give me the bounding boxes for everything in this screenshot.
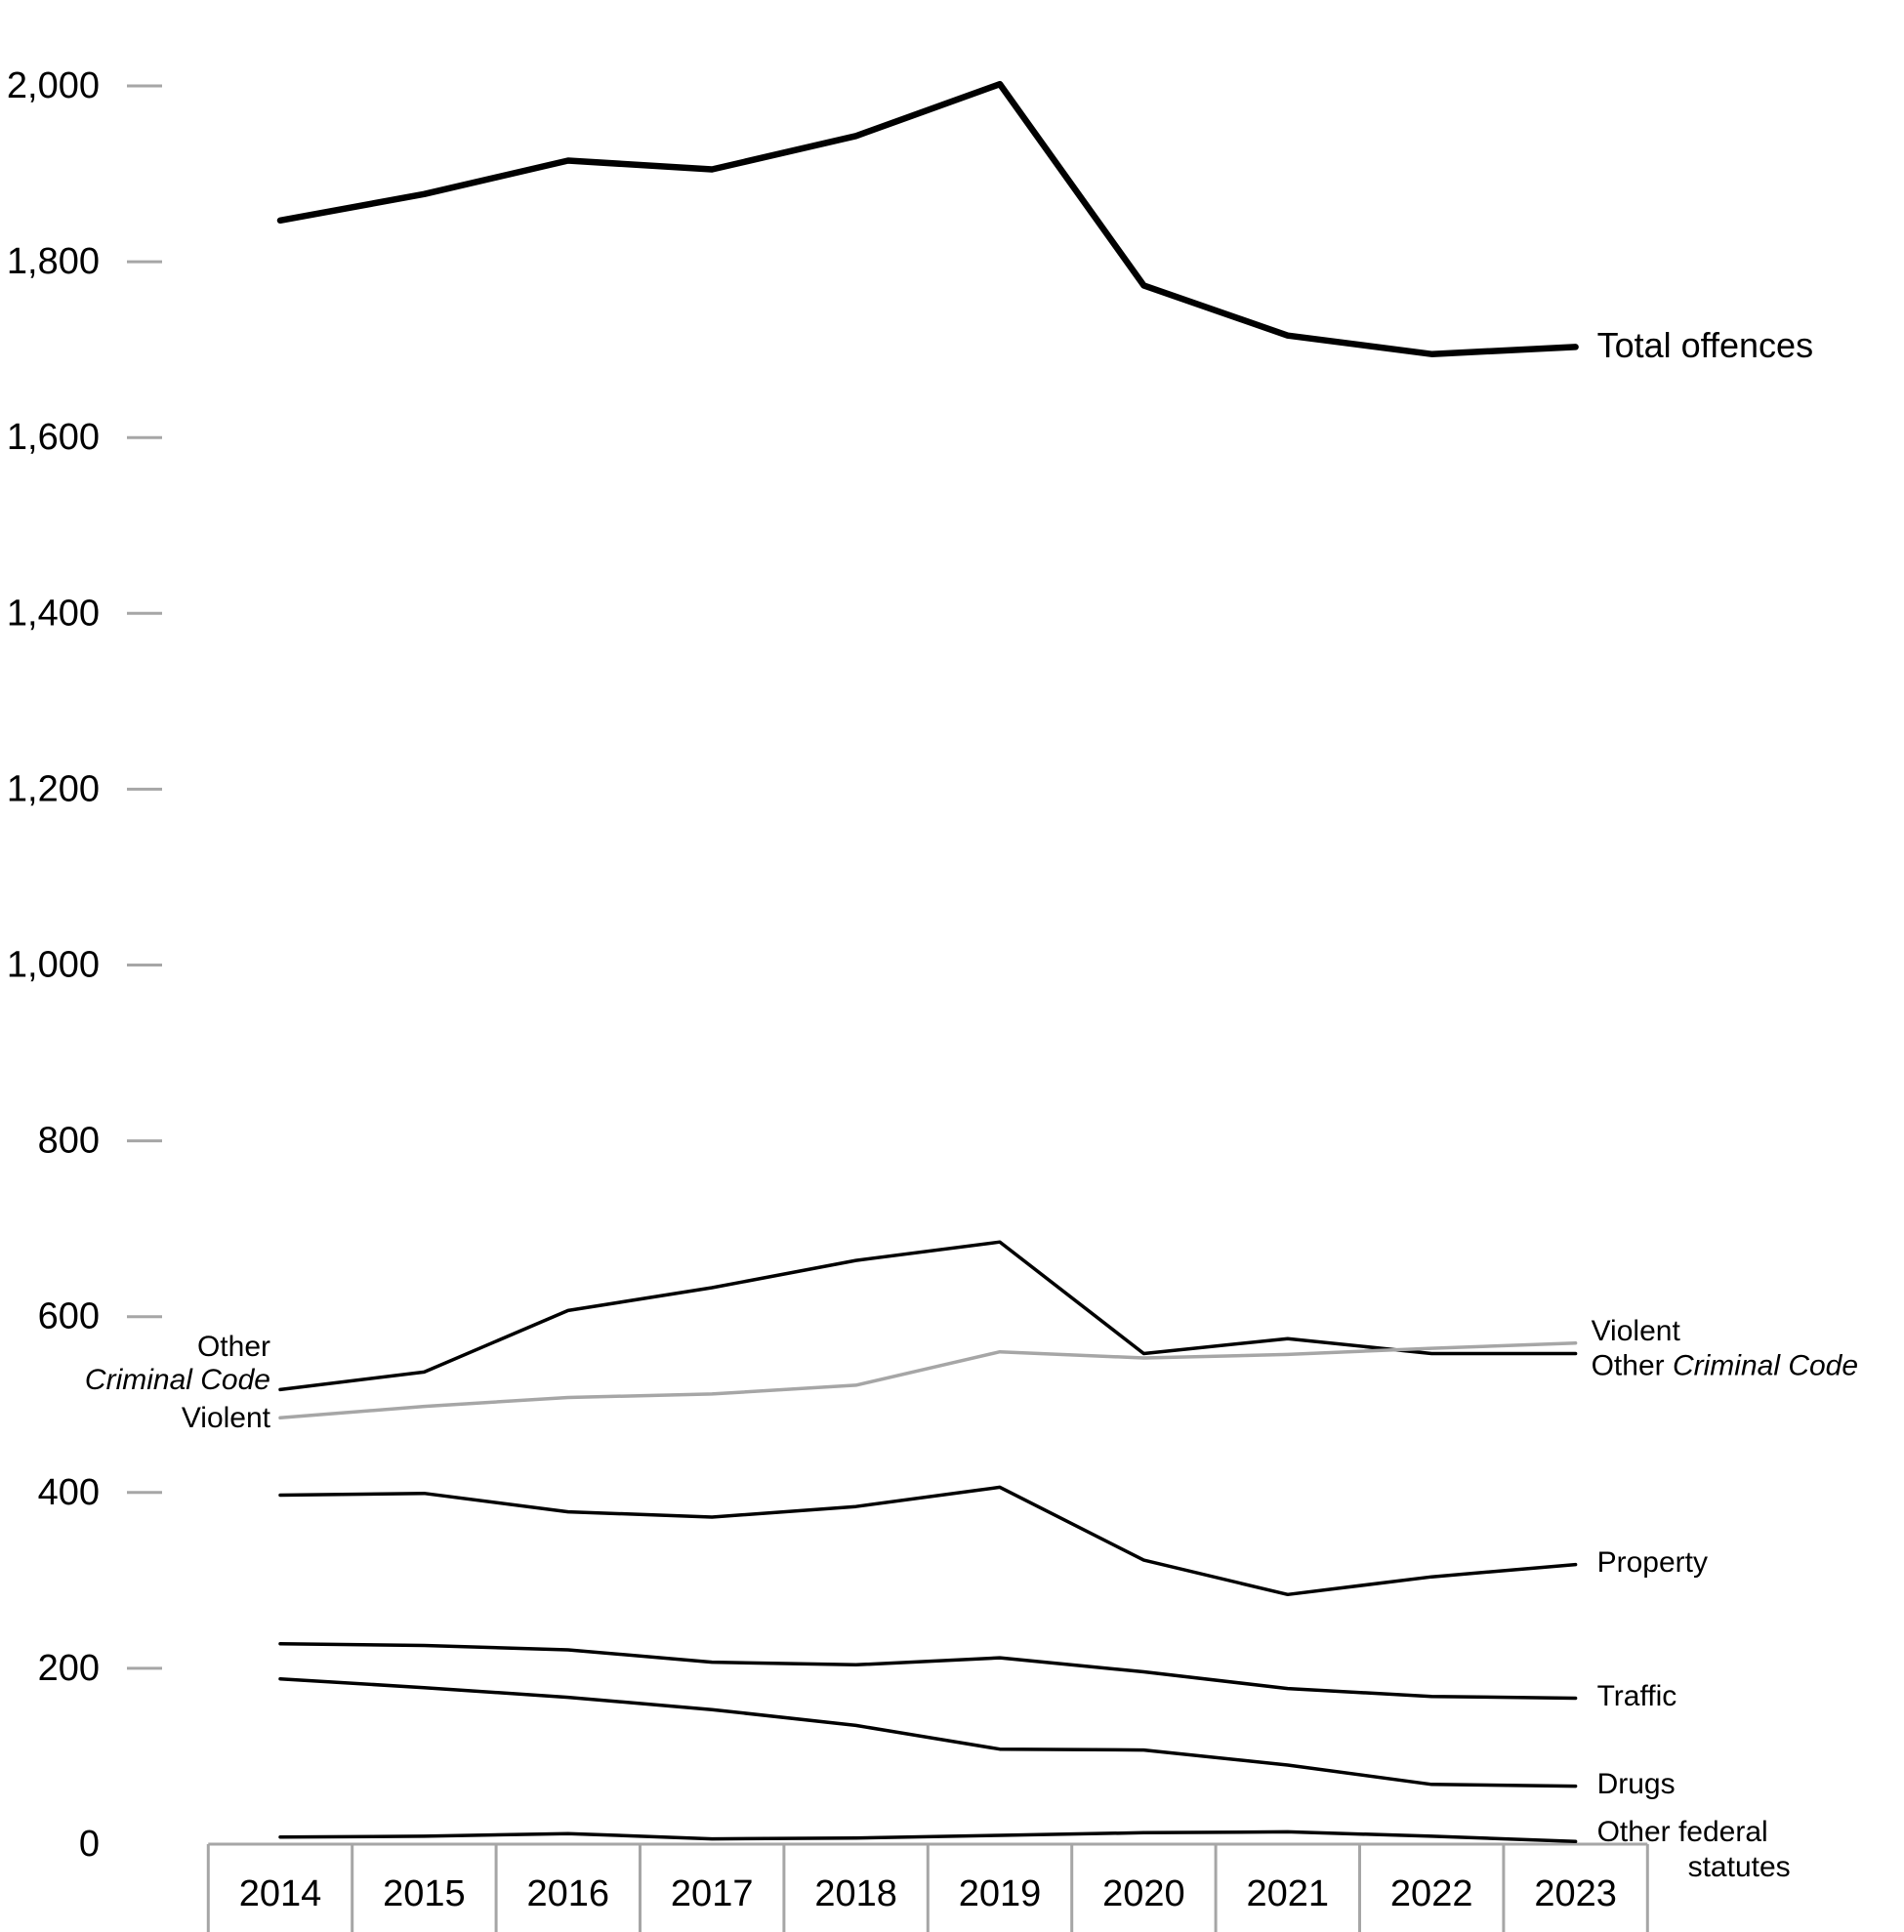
y-tick-label: 0 (79, 1824, 100, 1865)
series-line-drugs (278, 1676, 1578, 1788)
y-tick-label: 1,400 (7, 593, 100, 634)
series-end-label-total: Total offences (1597, 325, 1813, 365)
series-line-property (278, 1485, 1578, 1597)
series-end-label-drugs: Drugs (1597, 1768, 1676, 1800)
x-tick-label: 2019 (959, 1873, 1042, 1914)
x-tick-label: 2015 (383, 1873, 466, 1914)
y-tick-label: 2,000 (7, 65, 100, 106)
series-line-other-criminal-code (278, 1240, 1578, 1392)
x-tick-label: 2016 (527, 1873, 610, 1914)
series-end-label-other-criminal-code: Other Criminal Code (1592, 1349, 1858, 1381)
series-line-total (276, 80, 1579, 357)
series-end-label-other-federal-statutes: Other federal (1597, 1816, 1768, 1848)
series-line-violent (278, 1340, 1578, 1420)
x-tick-label: 2018 (814, 1873, 897, 1914)
y-tick-label: 1,000 (7, 945, 100, 986)
series-start-label-violent: Violent (182, 1402, 271, 1434)
series-end-label-property: Property (1597, 1546, 1708, 1579)
x-tick-label: 2023 (1534, 1873, 1617, 1914)
x-tick-label: 2021 (1247, 1873, 1330, 1914)
y-tick-label: 400 (38, 1472, 100, 1513)
series-line-traffic (278, 1641, 1578, 1701)
y-tick-label: 800 (38, 1121, 100, 1162)
y-tick-label: 1,200 (7, 768, 100, 809)
y-tick-label: 600 (38, 1296, 100, 1337)
series-start-label-other-criminal-code-italic: Criminal Code (85, 1364, 270, 1396)
y-tick-label: 1,800 (7, 241, 100, 282)
y-tick-label: 1,600 (7, 417, 100, 458)
x-tick-label: 2020 (1102, 1873, 1185, 1914)
x-tick-label: 2022 (1390, 1873, 1473, 1914)
series-lines (276, 80, 1579, 1844)
y-tick-label: 200 (38, 1648, 100, 1689)
series-start-label-other-criminal-code: Other (197, 1331, 270, 1363)
series-end-label-violent: Violent (1592, 1315, 1681, 1347)
y-axis: 0 200 400 600 800 1,000 1,200 1,400 1,600 1,800 2,… (7, 65, 162, 1865)
x-tick-label: 2014 (239, 1873, 322, 1914)
series-line-other-federal-statutes (278, 1829, 1578, 1844)
x-axis: 2014 2015 2016 2017 2018 2019 2020 2021 2022 2023 (206, 1842, 1649, 1932)
series-end-label-other-federal-statutes-line2: statutes (1688, 1851, 1791, 1883)
series-end-label-traffic: Traffic (1597, 1680, 1677, 1712)
x-tick-label: 2017 (671, 1873, 754, 1914)
